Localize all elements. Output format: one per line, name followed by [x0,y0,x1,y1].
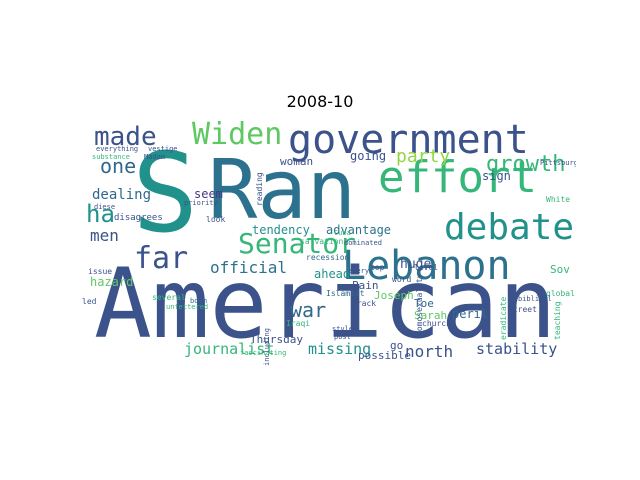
word-led: led [82,297,97,306]
word-madam: Madam [144,153,166,161]
word-recession: recession [306,253,350,262]
word-substance: substance [92,153,130,161]
word-including: eradicate [499,296,508,340]
word-stability: stability [476,340,558,358]
word-seem: seem [194,187,223,201]
word-post: post [334,333,351,341]
word-everything: everything [96,145,139,153]
word-war: war [290,298,327,322]
word-s: S [132,129,199,257]
word-vestige: vestige [148,145,178,153]
word-dealing: dealing [92,187,152,203]
word-top: top [370,263,385,272]
chart-title: 2008-10 [286,92,354,111]
word-far: far [134,241,189,276]
word-north: north [405,342,454,361]
word-salvation: salvation [300,237,344,246]
word-effort: effort [378,152,537,203]
word-pain: Pain [352,279,379,292]
word-issue: issue [88,267,113,276]
word-one: one [100,154,137,178]
word-growth: growth [486,152,566,177]
word-iraqi: Iraqi [286,319,311,328]
word-woman: woman [280,155,314,168]
word-tendency: tendency [252,223,310,237]
word-dominated: dominated [344,239,382,247]
word-go: go [390,339,404,352]
word-men: men [90,226,119,245]
word-biblical: every [348,267,370,275]
word-toe: Toe [414,297,434,310]
word-peril: peril [452,307,489,321]
word-level: level [414,263,439,272]
word-ahead: ahead [314,267,351,281]
word-disagrees: disagrees [114,213,163,223]
word-eradicate: homosexuality [415,273,424,336]
word-street: street [508,305,537,314]
word-homosexuality: teaching [553,301,562,340]
word-white: White [546,195,571,204]
word-cloud: American Ran S government effort Lebanon… [80,120,576,368]
word-sov: Sov [550,263,570,276]
word-joseph: Joseph [374,289,414,302]
word-fascinating: fascinating [240,349,287,357]
word-diese: diese [94,203,116,211]
word-huge: huge [400,257,432,272]
word-unfettered: unfettered [166,303,209,311]
word-made: made [94,122,157,152]
word-thursday: Thursday [250,333,303,346]
word-hazard: hazard [90,275,134,289]
word-word: word [392,275,412,284]
word-islamist: Islamist [326,289,365,298]
word-possible: possible [358,349,411,362]
word-government: government [288,120,529,163]
word-global: global [546,289,575,298]
word-reading: biblical [518,295,552,303]
word-look: look [206,215,226,224]
word-american: American [94,248,557,360]
word-debate: debate [444,207,575,248]
word-sign: sign [482,169,511,183]
word-going: going [350,149,387,163]
word-senator: Senator [238,227,357,260]
word-lebanon: Lebanon [342,243,511,289]
word-several: several [152,293,186,302]
word-boom: boom [190,297,207,305]
word-official: official [210,258,288,277]
word-cuba: Cuba [334,229,351,237]
word-party: party [396,146,451,167]
word-sarah: Sarah [414,309,448,322]
word-teaching: Pittsburgh [540,159,576,167]
word-ha: ha [86,200,115,228]
word-priority: reading [255,172,264,206]
word-style: style [332,325,354,333]
word-pittsburgh: including [263,328,271,366]
word-journalist: journalist [184,340,275,358]
word-widen: Widen [192,120,283,152]
word-every: priority [184,199,218,207]
word-missing: missing [308,340,372,358]
word-advantage: advantage [326,223,392,237]
word-ran: Ran [208,143,357,238]
word-church: church [422,319,451,328]
word-crack: crack [352,299,377,308]
